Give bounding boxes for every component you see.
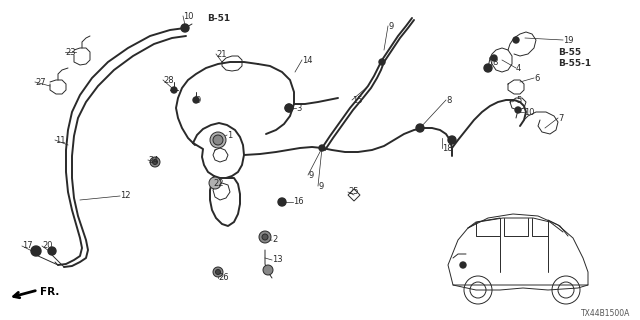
Circle shape [484,64,492,72]
Text: B-51: B-51 [207,13,230,22]
Text: 12: 12 [120,191,131,201]
Text: 16: 16 [293,197,303,206]
Text: 9: 9 [318,181,323,190]
Text: 9: 9 [388,21,393,30]
Circle shape [278,198,286,206]
Text: B-55-1: B-55-1 [558,59,591,68]
Circle shape [262,234,268,240]
Circle shape [319,145,325,151]
Text: 6: 6 [534,74,540,83]
Circle shape [193,97,199,103]
Text: 14: 14 [302,55,312,65]
Circle shape [448,136,456,144]
Circle shape [259,231,271,243]
Circle shape [150,157,160,167]
Text: 25: 25 [348,188,358,196]
Text: 28: 28 [163,76,173,84]
Circle shape [285,104,293,112]
Text: 5: 5 [516,95,521,105]
Text: 2: 2 [272,236,277,244]
Text: 22: 22 [213,179,223,188]
Circle shape [48,247,56,255]
Text: TX44B1500A: TX44B1500A [580,308,630,317]
Circle shape [181,24,189,32]
Circle shape [216,269,221,275]
Text: 3: 3 [296,103,301,113]
Text: 10: 10 [183,12,193,20]
Circle shape [213,135,223,145]
Text: 11: 11 [55,135,65,145]
Text: 17: 17 [22,242,33,251]
Circle shape [213,267,223,277]
Text: 9: 9 [195,95,200,105]
Text: 24: 24 [148,156,159,164]
Text: 13: 13 [272,255,283,265]
Text: 8: 8 [492,58,497,67]
Circle shape [209,177,221,189]
Text: FR.: FR. [40,287,60,297]
Circle shape [460,262,466,268]
Text: 20: 20 [42,242,52,251]
Circle shape [31,246,41,256]
Text: 15: 15 [352,95,362,105]
Text: 19: 19 [563,36,573,44]
Text: 8: 8 [446,95,451,105]
Text: 7: 7 [558,114,563,123]
Text: B-55: B-55 [558,47,581,57]
Text: 21: 21 [216,50,227,59]
Text: 1: 1 [227,131,232,140]
Text: 9: 9 [308,171,313,180]
Circle shape [263,265,273,275]
Text: 10: 10 [524,108,534,116]
Circle shape [515,107,521,113]
Circle shape [171,87,177,93]
Text: 4: 4 [516,63,521,73]
Text: 23: 23 [65,47,76,57]
Circle shape [416,124,424,132]
Text: 26: 26 [218,274,228,283]
Circle shape [210,132,226,148]
Circle shape [491,55,497,61]
Circle shape [152,159,157,164]
Text: 27: 27 [35,77,45,86]
Circle shape [379,59,385,65]
Circle shape [513,37,519,43]
Text: 18: 18 [442,143,452,153]
